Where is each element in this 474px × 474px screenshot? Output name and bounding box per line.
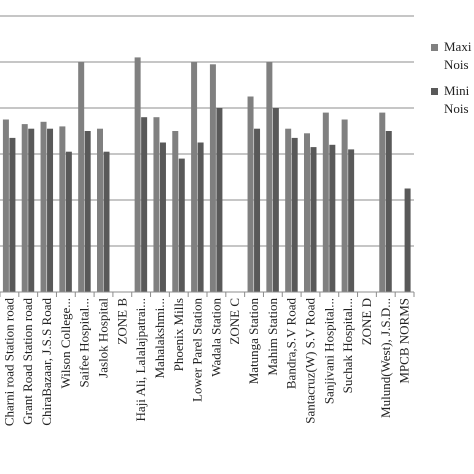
x-tick-label-1: Grant Road Station road — [20, 298, 35, 425]
bar-maximum-3 — [59, 126, 66, 293]
bar-minimum-18 — [348, 149, 355, 292]
x-tick-label-12: ZONE C — [227, 298, 242, 345]
bar-maximum-14 — [266, 62, 273, 292]
x-tick-label-3: Wilson College... — [58, 298, 73, 388]
bars — [2, 57, 411, 293]
bar-maximum-9 — [172, 131, 179, 292]
bar-maximum-0 — [2, 119, 9, 292]
bar-maximum-4 — [78, 62, 85, 292]
bar-minimum-9 — [178, 158, 185, 292]
bar-minimum-14 — [272, 108, 279, 292]
x-tick-label-7: Haji Ali, Lalalajpatrai... — [133, 298, 148, 421]
bar-maximum-2 — [40, 121, 47, 292]
legend: Maxi Nois Mini Nois — [430, 38, 474, 126]
bar-minimum-20 — [385, 131, 392, 292]
x-tick-label-17: Sanjivani Hospital... — [321, 298, 336, 404]
bar-minimum-16 — [310, 147, 317, 292]
legend-label-minimum-line1: Mini — [444, 83, 470, 98]
x-tick-label-21: MPCB NORMS — [397, 298, 412, 384]
bar-minimum-5 — [103, 151, 110, 292]
bar-minimum-0 — [9, 137, 16, 292]
bar-maximum-8 — [153, 117, 160, 292]
bar-maximum-13 — [247, 96, 254, 292]
x-tick-label-14: Mahim Station — [265, 298, 280, 376]
bar-minimum-10 — [197, 142, 204, 292]
legend-swatch-maximum — [431, 44, 438, 51]
bar-minimum-2 — [47, 128, 54, 292]
bar-maximum-20 — [379, 112, 386, 292]
x-axis-labels: Charni road Station road Grant Road Stati… — [1, 298, 411, 427]
bar-minimum-21 — [404, 188, 411, 292]
x-tick-label-4: Saifee Hospital... — [77, 298, 92, 388]
bar-maximum-10 — [191, 62, 198, 292]
x-tick-label-19: ZONE D — [359, 298, 374, 345]
x-tick-label-18: Suchak Hospital... — [340, 298, 355, 393]
bar-minimum-17 — [329, 144, 336, 292]
bar-maximum-11 — [209, 64, 216, 292]
x-tick-label-6: ZONE B — [114, 298, 129, 345]
bar-maximum-1 — [21, 124, 28, 292]
bar-maximum-7 — [134, 57, 141, 293]
legend-item-maximum: Maxi Nois — [430, 38, 474, 82]
bar-maximum-16 — [304, 133, 310, 292]
x-tick-label-2: ChiraBazaar, J.S.S Road — [39, 298, 54, 426]
x-tick-label-8: Mahalakshmi... — [152, 298, 167, 379]
legend-label-minimum-line2: Nois — [444, 101, 469, 116]
bar-maximum-18 — [341, 119, 348, 292]
bar-minimum-13 — [254, 128, 261, 292]
bar-minimum-15 — [291, 137, 298, 292]
bar-maximum-15 — [285, 128, 292, 292]
x-tick-label-20: Mulund(West), J.S.D... — [378, 298, 393, 418]
bar-minimum-7 — [141, 117, 148, 292]
x-axis-ticks — [0, 292, 415, 297]
legend-label-minimum: Mini Nois — [444, 82, 474, 118]
legend-label-maximum: Maxi Nois — [444, 38, 474, 74]
x-tick-label-15: Bandra,S.V Road — [284, 298, 299, 390]
x-tick-label-10: Lower Parel Station — [190, 298, 205, 402]
legend-swatch-minimum — [431, 88, 438, 95]
legend-label-maximum-line2: Nois — [444, 57, 469, 72]
bar-maximum-5 — [97, 128, 103, 292]
x-tick-label-5: Jaslok Hospital — [96, 298, 111, 378]
legend-item-minimum: Mini Nois — [430, 82, 474, 126]
x-tick-label-11: Wadala Station — [208, 298, 223, 377]
bar-maximum-17 — [322, 112, 329, 292]
bar-minimum-11 — [216, 108, 223, 292]
x-tick-label-13: Matunga Station — [246, 298, 261, 385]
legend-label-maximum-line1: Maxi — [444, 39, 472, 54]
x-tick-label-9: Phoenix Mills — [171, 298, 186, 371]
x-tick-label-16: Santacruz(W) S.V Road — [303, 298, 318, 424]
bar-minimum-1 — [28, 128, 35, 292]
bar-minimum-3 — [65, 151, 72, 292]
bar-minimum-8 — [159, 142, 166, 292]
x-tick-label-0: Charni road Station road — [1, 298, 16, 427]
bar-minimum-4 — [84, 131, 91, 292]
